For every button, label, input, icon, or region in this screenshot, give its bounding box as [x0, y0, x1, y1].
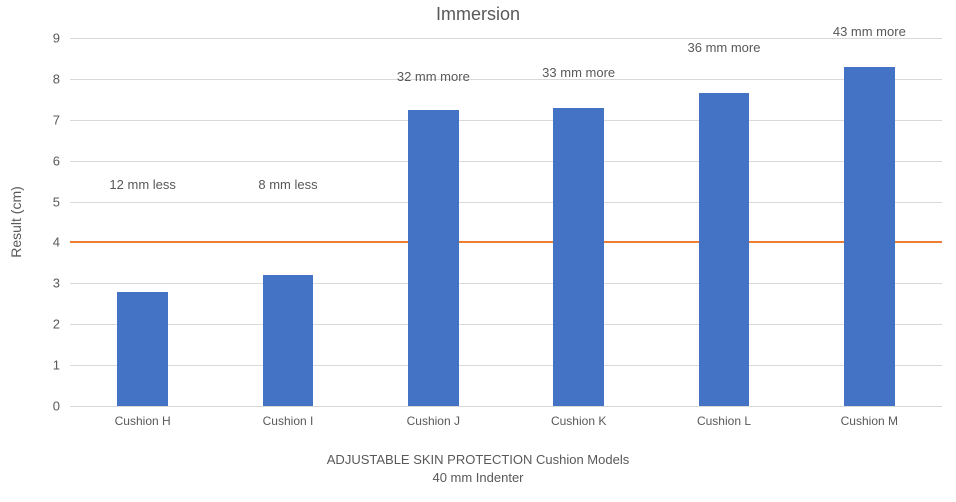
bar [408, 110, 459, 406]
data-label: 8 mm less [258, 177, 317, 192]
x-category-label: Cushion M [797, 406, 942, 428]
data-label: 32 mm more [397, 69, 470, 84]
y-tick-label: 7 [53, 112, 70, 127]
gridline [70, 365, 942, 366]
bar [844, 67, 895, 406]
gridline [70, 79, 942, 80]
gridline [70, 324, 942, 325]
y-tick-label: 1 [53, 358, 70, 373]
gridline [70, 161, 942, 162]
y-tick-label: 3 [53, 276, 70, 291]
x-category-label: Cushion I [215, 406, 360, 428]
data-label: 36 mm more [688, 40, 761, 55]
y-tick-label: 4 [53, 235, 70, 250]
reference-line [70, 241, 942, 243]
plot-area: 0123456789Cushion H12 mm lessCushion I8 … [70, 38, 942, 406]
y-tick-label: 5 [53, 194, 70, 209]
y-tick-label: 2 [53, 317, 70, 332]
y-tick-label: 8 [53, 71, 70, 86]
bar [117, 292, 168, 406]
x-category-label: Cushion H [70, 406, 215, 428]
chart-title: Immersion [0, 4, 956, 25]
x-category-label: Cushion J [361, 406, 506, 428]
x-category-label: Cushion K [506, 406, 651, 428]
bar [553, 108, 604, 406]
y-axis-label: Result (cm) [8, 186, 24, 258]
bar [263, 275, 314, 406]
y-tick-label: 0 [53, 399, 70, 414]
immersion-chart: Immersion Result (cm) 0123456789Cushion … [0, 0, 956, 502]
gridline [70, 283, 942, 284]
data-label: 12 mm less [109, 177, 175, 192]
gridline [70, 38, 942, 39]
x-category-label: Cushion L [651, 406, 796, 428]
gridline [70, 120, 942, 121]
data-label: 43 mm more [833, 24, 906, 39]
y-tick-label: 9 [53, 31, 70, 46]
data-label: 33 mm more [542, 65, 615, 80]
gridline [70, 202, 942, 203]
x-axis-title-line1: ADJUSTABLE SKIN PROTECTION Cushion Model… [0, 452, 956, 467]
y-tick-label: 6 [53, 153, 70, 168]
x-axis-title-line2: 40 mm Indenter [0, 470, 956, 485]
bar [699, 93, 750, 406]
